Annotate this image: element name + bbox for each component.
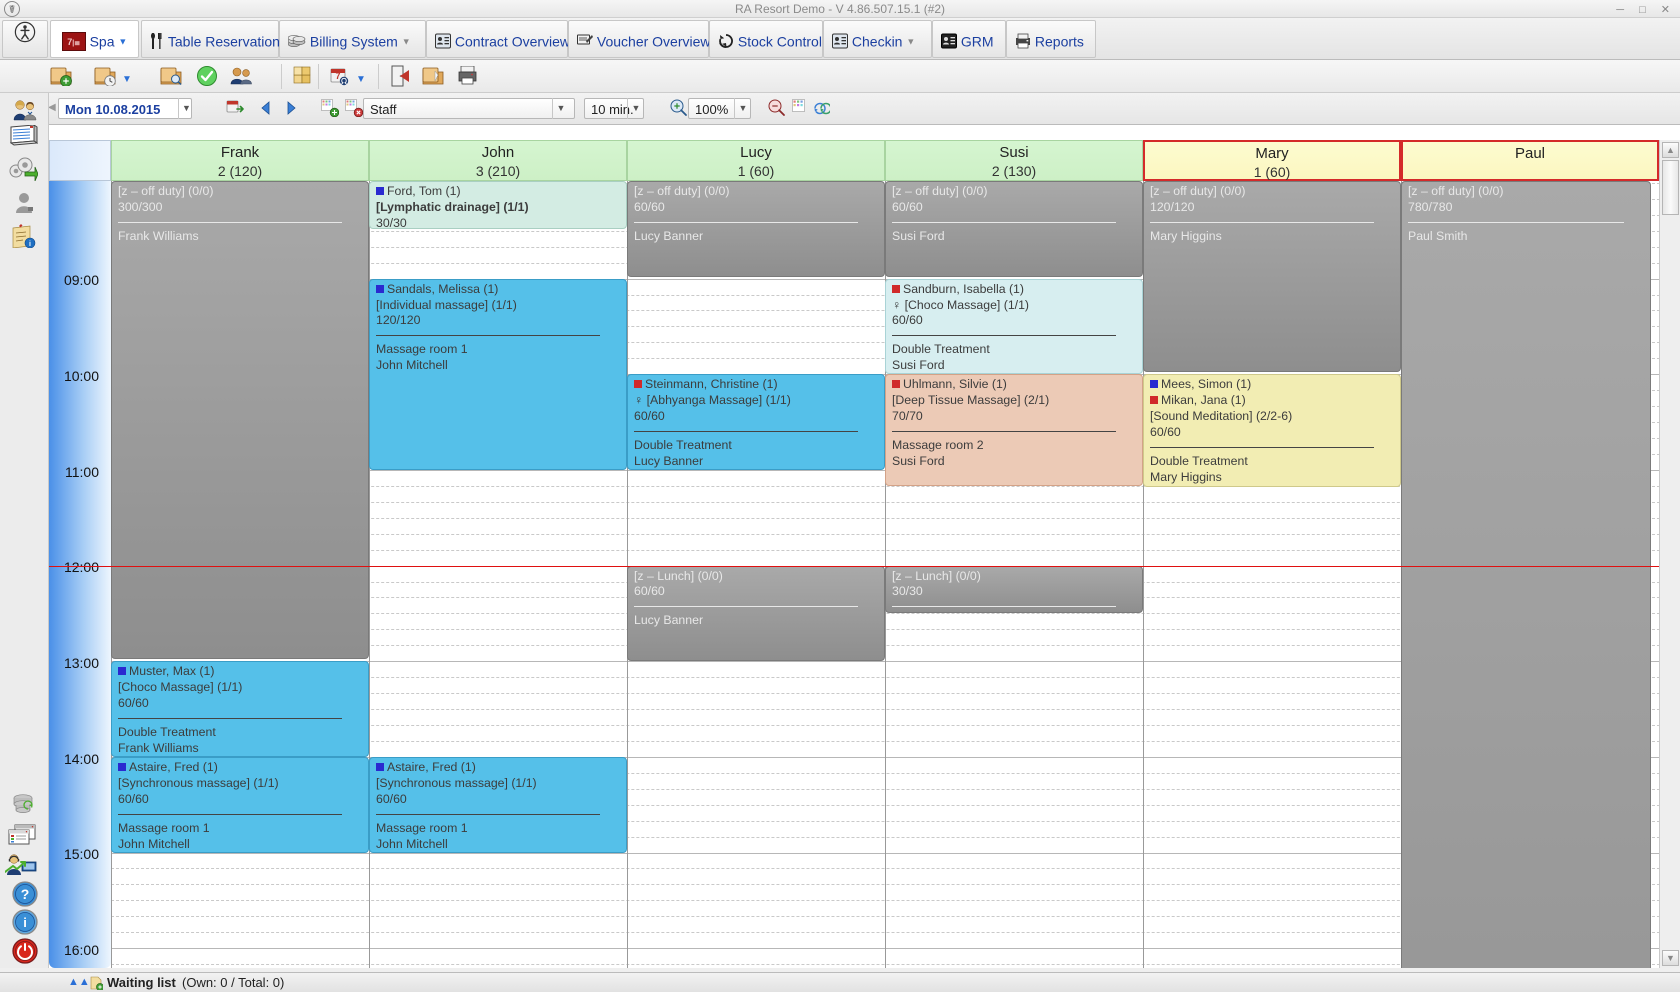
svg-text:?: ? (21, 886, 30, 902)
svg-text:i: i (23, 915, 27, 930)
svg-text:7: 7 (335, 71, 340, 81)
svg-text:i: i (29, 241, 31, 248)
